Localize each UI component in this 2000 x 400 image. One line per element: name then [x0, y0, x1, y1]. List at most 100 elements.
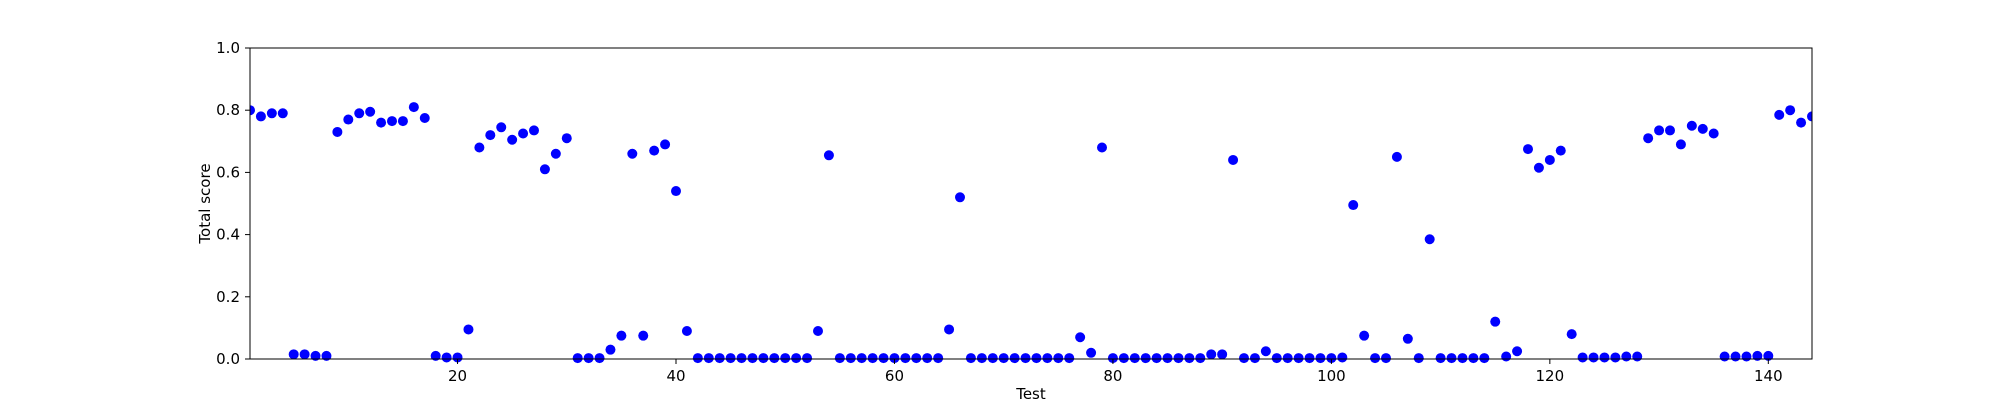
data-points	[250, 102, 1812, 364]
data-point	[1435, 353, 1446, 364]
data-point	[1599, 352, 1610, 363]
data-point	[1282, 353, 1293, 364]
data-point	[878, 353, 889, 364]
data-point	[933, 353, 944, 364]
data-point	[714, 353, 725, 364]
data-point	[1293, 353, 1304, 364]
data-point	[496, 122, 507, 133]
data-point	[1796, 117, 1807, 128]
data-point	[605, 344, 616, 355]
data-point	[1249, 353, 1260, 364]
y-tick-label: 0.8	[216, 101, 240, 119]
data-point	[1271, 353, 1282, 364]
data-point	[1632, 351, 1643, 362]
data-point	[321, 350, 332, 361]
data-point	[813, 326, 823, 337]
data-point	[998, 353, 1009, 364]
data-point	[1643, 133, 1654, 144]
data-point	[539, 164, 550, 175]
data-point	[550, 148, 561, 159]
data-point	[1752, 350, 1763, 361]
data-point	[965, 353, 976, 364]
data-point	[507, 134, 518, 145]
data-point	[1807, 111, 1812, 122]
data-point	[1697, 123, 1708, 134]
data-point	[1370, 353, 1381, 364]
data-point	[1239, 353, 1249, 364]
data-point	[1097, 142, 1107, 153]
data-point	[1304, 353, 1315, 364]
data-point	[976, 353, 987, 364]
data-point	[1118, 353, 1129, 364]
data-point	[703, 353, 714, 364]
data-point	[1708, 128, 1719, 139]
x-tick-label: 100	[1317, 367, 1346, 385]
data-point	[791, 353, 802, 364]
data-point	[1086, 347, 1097, 358]
data-point	[485, 130, 496, 141]
data-point	[889, 353, 900, 364]
data-point	[387, 116, 397, 127]
data-point	[1501, 351, 1512, 362]
data-point	[408, 102, 419, 113]
x-tick-label: 120	[1536, 367, 1565, 385]
data-point	[1588, 352, 1599, 363]
data-point	[1457, 353, 1468, 364]
data-point	[255, 111, 266, 122]
data-point	[583, 353, 594, 364]
y-tick-label: 1.0	[216, 39, 240, 57]
plot-frame	[249, 47, 1813, 360]
data-point	[1512, 346, 1523, 357]
data-point	[1260, 346, 1271, 357]
data-point	[747, 353, 758, 364]
data-point	[1053, 353, 1064, 364]
data-point	[660, 139, 671, 150]
x-tick-label: 140	[1754, 367, 1783, 385]
data-point	[758, 353, 769, 364]
data-point	[288, 349, 299, 360]
data-point	[1523, 144, 1533, 155]
data-point	[944, 324, 955, 335]
data-point	[955, 192, 965, 203]
data-point	[1654, 125, 1665, 136]
x-tick-label: 80	[1103, 367, 1122, 385]
data-point	[365, 106, 376, 117]
data-point	[1173, 353, 1184, 364]
data-point	[1064, 353, 1075, 364]
data-point	[1359, 330, 1370, 341]
data-point	[1228, 154, 1239, 165]
data-point	[671, 186, 681, 197]
data-point	[867, 353, 878, 364]
y-axis-label: Total score	[196, 163, 214, 244]
data-point	[856, 353, 867, 364]
data-point	[310, 350, 321, 361]
data-point	[441, 352, 452, 363]
data-point	[627, 148, 638, 159]
data-point	[299, 349, 310, 360]
data-point	[900, 353, 911, 364]
data-point	[1402, 333, 1413, 344]
data-point	[430, 350, 441, 361]
data-point	[1719, 351, 1730, 362]
y-tick-label: 0.6	[216, 163, 240, 181]
data-point	[1129, 353, 1140, 364]
x-axis-ticks: 20 40 60 80 100 120 140	[448, 359, 1783, 385]
y-tick-label: 0.4	[216, 226, 240, 244]
data-point	[332, 126, 343, 137]
data-point	[1785, 105, 1796, 116]
data-point	[1413, 353, 1424, 364]
data-point	[1391, 151, 1402, 162]
data-point	[277, 108, 288, 119]
data-point	[616, 330, 627, 341]
data-point	[1610, 352, 1621, 363]
data-point	[1490, 316, 1501, 327]
data-point	[1533, 162, 1544, 173]
data-point	[1348, 200, 1359, 211]
data-point	[1665, 125, 1675, 136]
data-point	[1195, 353, 1206, 364]
data-point	[1151, 353, 1162, 364]
data-point	[561, 133, 572, 144]
data-point	[1020, 353, 1031, 364]
data-point	[692, 353, 703, 364]
